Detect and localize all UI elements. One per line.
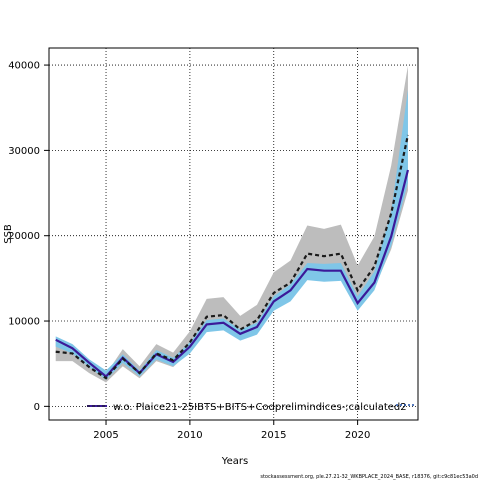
x-tick-label-2: 2015 (261, 430, 286, 441)
legend: w.o. Plaice21-25IBTS+BITS+Codprelimindic… (87, 402, 414, 413)
y-axis-title: SSB (3, 224, 14, 244)
y-tick-label-0: 0 (34, 402, 40, 413)
x-tick-label-1: 2010 (177, 430, 202, 441)
x-tick-label-3: 2020 (345, 430, 370, 441)
y-tick-label-3: 30000 (8, 146, 40, 157)
series-lines (55, 134, 410, 380)
y-axis-ticks: 0 10000 20000 30000 40000 (8, 61, 49, 413)
series-line-base (55, 134, 410, 380)
x-axis-ticks: 2005 2010 2015 2020 (93, 420, 370, 441)
y-tick-label-1: 10000 (8, 317, 40, 328)
legend-label: w.o. Plaice21-25IBTS+BITS+Codprelimindic… (113, 402, 407, 413)
confidence-band-alt (55, 89, 408, 380)
grid-lines (49, 48, 418, 420)
x-tick-label-0: 2005 (93, 430, 118, 441)
y-tick-label-4: 40000 (8, 61, 40, 72)
footer-text: stockassessment.org, ple.27.21-32_WKBPLA… (260, 474, 478, 480)
x-axis-title: Years (221, 456, 248, 467)
confidence-band-base (55, 65, 408, 383)
plot-frame (48, 47, 419, 421)
y-tick-label-2: 20000 (8, 231, 40, 242)
confidence-bands (55, 65, 408, 383)
